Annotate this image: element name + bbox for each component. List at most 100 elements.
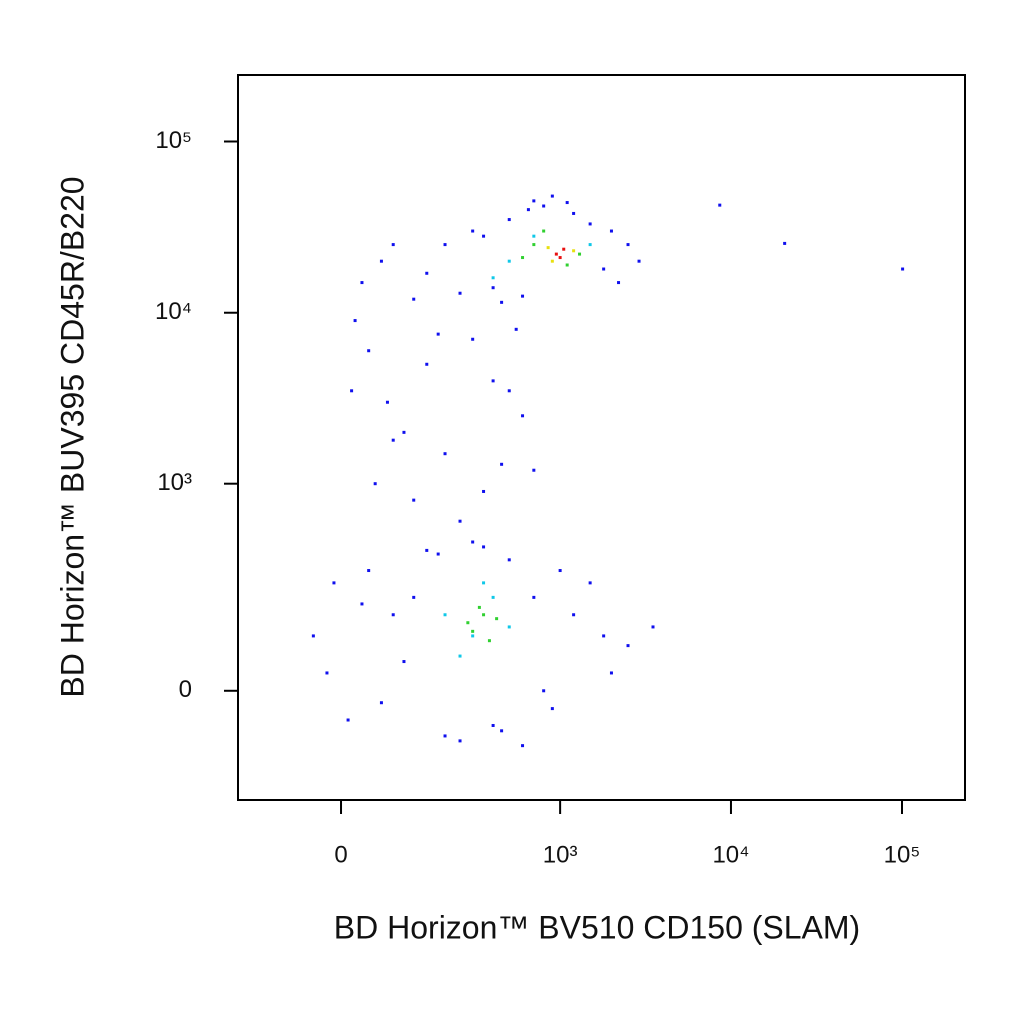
point bbox=[443, 243, 447, 247]
point bbox=[626, 243, 630, 247]
point bbox=[550, 259, 554, 263]
point bbox=[507, 389, 511, 393]
point bbox=[412, 595, 416, 599]
point bbox=[385, 400, 389, 404]
point bbox=[367, 569, 371, 573]
point bbox=[588, 222, 592, 226]
point bbox=[360, 281, 364, 285]
point bbox=[443, 613, 447, 617]
point bbox=[491, 286, 495, 290]
point bbox=[391, 438, 395, 442]
point bbox=[521, 744, 525, 748]
point bbox=[565, 201, 569, 205]
point bbox=[542, 229, 546, 233]
point bbox=[550, 194, 554, 198]
point bbox=[491, 723, 495, 727]
point bbox=[500, 462, 504, 466]
point bbox=[532, 468, 536, 472]
point bbox=[500, 729, 504, 733]
x-tick-label: 10³ bbox=[543, 841, 578, 868]
point bbox=[783, 241, 787, 245]
point bbox=[471, 540, 475, 544]
point bbox=[491, 595, 495, 599]
point bbox=[482, 581, 486, 585]
point bbox=[332, 581, 336, 585]
point bbox=[353, 319, 357, 323]
point bbox=[482, 545, 486, 549]
point bbox=[554, 252, 558, 256]
point bbox=[521, 256, 525, 260]
point bbox=[458, 519, 462, 523]
point bbox=[718, 203, 722, 207]
point bbox=[507, 218, 511, 222]
point bbox=[325, 671, 329, 675]
point bbox=[482, 613, 486, 617]
x-tick-label: 10⁴ bbox=[712, 841, 749, 868]
point bbox=[500, 300, 504, 304]
y-tick-label: 10⁵ bbox=[155, 127, 192, 154]
point bbox=[602, 267, 606, 271]
point bbox=[562, 247, 566, 251]
point bbox=[391, 613, 395, 617]
point bbox=[425, 548, 429, 552]
point bbox=[443, 734, 447, 738]
point bbox=[521, 414, 525, 418]
point bbox=[436, 332, 440, 336]
point bbox=[578, 252, 582, 256]
point bbox=[425, 362, 429, 366]
point bbox=[402, 660, 406, 664]
point bbox=[617, 281, 621, 285]
x-axis-label: BD Horizon™ BV510 CD150 (SLAM) bbox=[334, 909, 860, 945]
point bbox=[588, 581, 592, 585]
point bbox=[471, 634, 475, 638]
point bbox=[471, 229, 475, 233]
point bbox=[425, 271, 429, 275]
point bbox=[609, 671, 613, 675]
point bbox=[471, 629, 475, 633]
x-tick-label: 0 bbox=[334, 841, 347, 868]
point bbox=[367, 349, 371, 353]
point bbox=[491, 379, 495, 383]
point bbox=[311, 634, 315, 638]
point bbox=[391, 243, 395, 247]
point bbox=[412, 498, 416, 502]
point bbox=[436, 552, 440, 556]
point bbox=[626, 644, 630, 648]
point bbox=[458, 291, 462, 295]
point bbox=[373, 482, 377, 486]
point bbox=[507, 558, 511, 562]
point bbox=[572, 211, 576, 215]
point bbox=[526, 208, 530, 212]
point bbox=[558, 256, 562, 260]
y-tick-label: 10³ bbox=[157, 469, 192, 496]
point bbox=[565, 263, 569, 267]
point bbox=[360, 602, 364, 606]
point bbox=[651, 625, 655, 629]
y-axis-label: BD Horizon™ BUV395 CD45R/B220 bbox=[54, 176, 90, 697]
point bbox=[471, 337, 475, 341]
point bbox=[482, 489, 486, 493]
point bbox=[532, 199, 536, 203]
point bbox=[443, 452, 447, 456]
point bbox=[514, 327, 518, 331]
point bbox=[458, 739, 462, 743]
point bbox=[482, 234, 486, 238]
point bbox=[507, 259, 511, 263]
point bbox=[458, 654, 462, 658]
point bbox=[532, 234, 536, 238]
point bbox=[521, 294, 525, 298]
y-tick-label: 0 bbox=[179, 676, 192, 703]
point bbox=[346, 718, 350, 722]
point bbox=[546, 246, 550, 250]
point bbox=[412, 297, 416, 301]
point bbox=[572, 613, 576, 617]
point bbox=[532, 243, 536, 247]
point bbox=[379, 701, 383, 705]
point bbox=[507, 625, 511, 629]
point bbox=[572, 249, 576, 253]
point bbox=[402, 430, 406, 434]
point bbox=[477, 605, 481, 609]
x-tick-label: 10⁵ bbox=[884, 841, 921, 868]
point bbox=[550, 707, 554, 711]
